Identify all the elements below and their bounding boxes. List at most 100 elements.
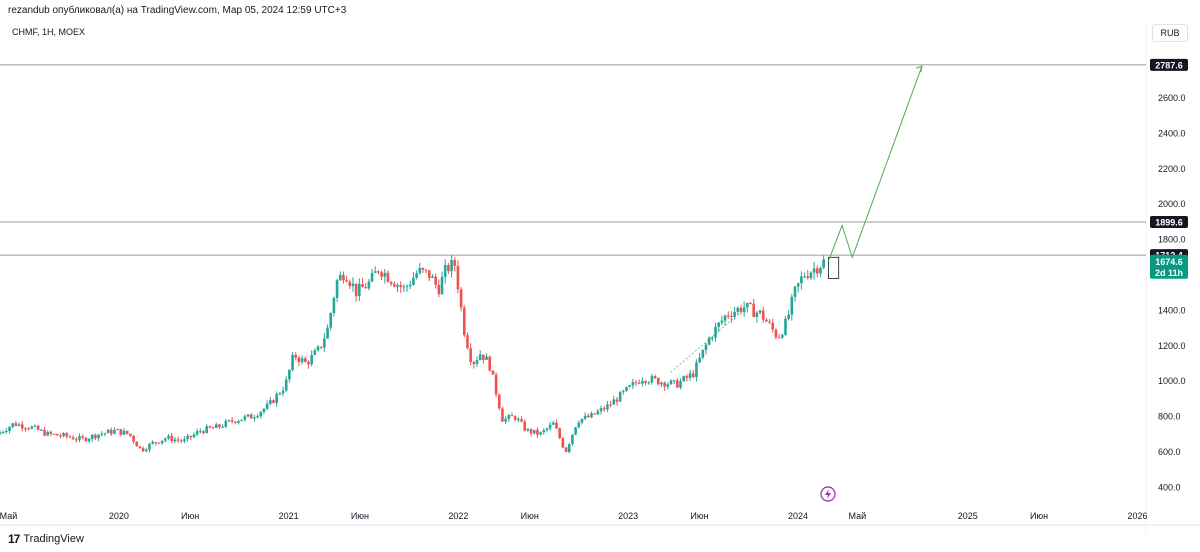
candle-body [103, 433, 107, 435]
candle-body [106, 429, 110, 434]
candle-body [154, 442, 158, 444]
candle-body [249, 414, 253, 419]
symbol-legend[interactable]: CHMF, 1Н, MOEX [12, 27, 86, 37]
candle-body [380, 272, 383, 277]
candle-body [20, 424, 24, 429]
current-candle-box [828, 256, 840, 279]
candle-body [691, 373, 695, 378]
candle-body [129, 433, 132, 436]
candle-body [663, 382, 666, 387]
candle-body [189, 435, 193, 438]
candle-body [513, 416, 517, 420]
candlestick-series [0, 254, 840, 454]
candle-body [208, 426, 212, 428]
candle-body [812, 268, 816, 273]
candle-body [790, 296, 794, 315]
candle-body [326, 327, 329, 339]
candle-body [634, 382, 638, 384]
candle-body [752, 303, 755, 317]
candle-body [14, 423, 18, 426]
tradingview-footer: 17 TradingView [8, 532, 84, 546]
candle-body [539, 432, 542, 435]
level-price-label: 2787.6 [1155, 60, 1183, 70]
candle-body [723, 315, 727, 321]
candle-body [787, 314, 790, 319]
candle-body [338, 274, 342, 281]
candle-body [475, 360, 479, 364]
candle-body [288, 369, 291, 380]
candle-body [806, 276, 810, 279]
x-tick-label: Июн [690, 511, 708, 521]
candle-body [323, 338, 326, 348]
candle-body [90, 434, 94, 439]
candle-body [704, 344, 708, 350]
candle-body [94, 434, 97, 439]
candle-body [33, 425, 37, 427]
candle-body [160, 440, 164, 444]
candle-body [612, 399, 616, 405]
candle-body [65, 433, 69, 437]
candle-body [218, 424, 221, 428]
candle-body [504, 418, 507, 422]
candle-body [138, 446, 142, 448]
candle-body [370, 272, 374, 282]
candle-body [618, 391, 622, 402]
candle-body [698, 357, 701, 363]
candle-body [434, 276, 437, 285]
candle-body [466, 335, 469, 349]
candle-body [291, 354, 294, 370]
candle-body [558, 428, 561, 439]
candle-body [345, 280, 348, 282]
candle-body [447, 265, 450, 272]
candle-body [491, 370, 495, 375]
candle-body [800, 276, 803, 284]
candle-body [412, 277, 415, 285]
candle-body [739, 307, 743, 313]
candle-body [421, 268, 425, 270]
event-icon[interactable] [820, 486, 836, 502]
candle-body [78, 436, 81, 440]
candle-body [205, 426, 209, 433]
candle-body [615, 399, 619, 402]
candle-body [221, 426, 224, 428]
candle-body [482, 354, 485, 360]
candle-body [555, 422, 558, 429]
candle-body [523, 421, 527, 431]
candle-body [8, 426, 11, 432]
candle-body [574, 427, 577, 435]
y-tick-label: 2400.0 [1158, 128, 1186, 138]
y-tick-label: 2000.0 [1158, 199, 1186, 209]
candle-body [443, 265, 447, 277]
candle-body [303, 358, 307, 362]
candle-body [641, 381, 644, 384]
candle-body [52, 433, 56, 435]
candle-body [542, 430, 546, 433]
candle-body [84, 437, 88, 442]
candle-body [472, 361, 476, 364]
candle-body [609, 404, 612, 406]
candle-body [660, 382, 663, 385]
candle-body [97, 434, 100, 439]
candle-body [113, 429, 116, 434]
candle-body [358, 284, 361, 297]
candle-body [262, 408, 266, 412]
candle-body [59, 435, 62, 437]
candle-body [666, 384, 670, 387]
candle-body [437, 284, 441, 295]
candle-body [676, 380, 679, 388]
candle-body [259, 411, 263, 417]
candle-body [685, 376, 689, 378]
candle-body [319, 346, 323, 348]
candle-body [170, 435, 174, 442]
candle-body [62, 433, 65, 437]
candle-body [736, 307, 740, 312]
candle-body [373, 271, 377, 273]
candle-body [717, 322, 720, 327]
candle-body [571, 434, 574, 445]
candle-body [510, 415, 514, 417]
candle-body [364, 287, 368, 289]
y-tick-label: 1400.0 [1158, 305, 1186, 315]
candle-body [0, 432, 2, 435]
currency-button[interactable]: RUB [1152, 24, 1188, 42]
